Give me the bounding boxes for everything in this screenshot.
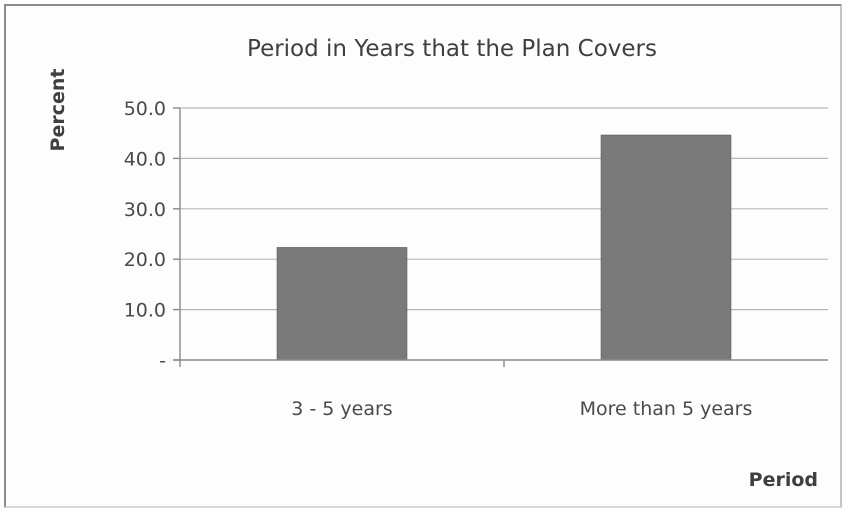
bars (276, 134, 732, 361)
y-tick-label-3: 30.0 (124, 199, 166, 221)
axes (173, 108, 828, 367)
x-axis-label: Period (749, 469, 818, 491)
y-tick-labels: - 10.0 20.0 30.0 40.0 50.0 (124, 98, 166, 372)
chart-title: Period in Years that the Plan Covers (247, 36, 657, 62)
y-tick-label-5: 50.0 (124, 98, 166, 120)
y-tick-label-4: 40.0 (124, 148, 166, 170)
x-tick-label-1: More than 5 years (580, 398, 753, 420)
x-tick-labels: 3 - 5 years More than 5 years (291, 398, 752, 420)
y-tick-label-2: 20.0 (124, 249, 166, 271)
y-axis-label: Percent (47, 69, 69, 152)
bar-0 (276, 247, 408, 361)
x-tick-label-0: 3 - 5 years (291, 398, 392, 420)
y-tick-label-1: 10.0 (124, 300, 166, 322)
y-tick-label-0: - (159, 350, 166, 372)
bar-1 (600, 134, 732, 361)
